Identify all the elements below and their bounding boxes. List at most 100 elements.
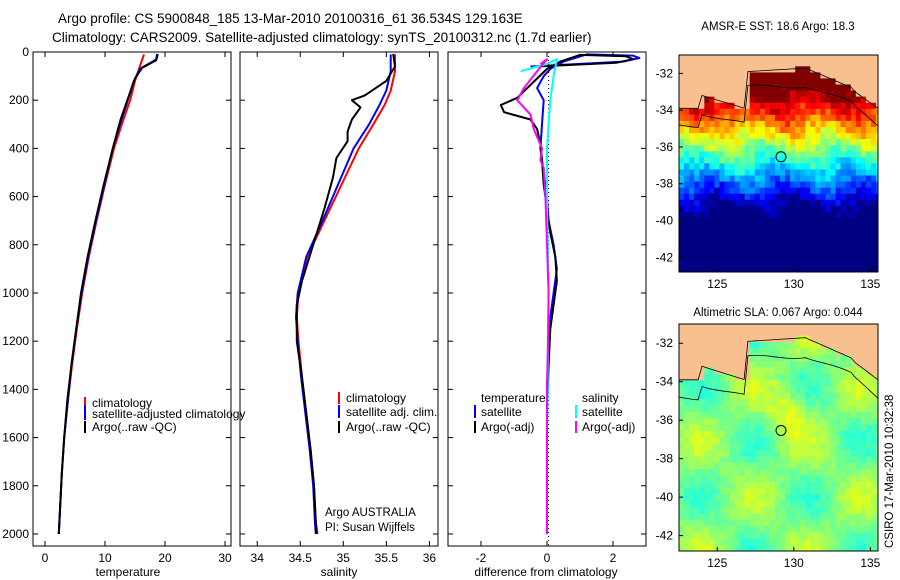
map-cell xyxy=(780,493,786,501)
map-cell xyxy=(871,436,877,444)
map-cell xyxy=(694,500,700,508)
map-cell xyxy=(679,455,685,463)
map-cell xyxy=(775,525,781,533)
map-cell xyxy=(689,532,695,539)
map-cell xyxy=(749,83,756,91)
land-cell xyxy=(780,65,786,73)
map-cell xyxy=(719,424,726,431)
map-cell xyxy=(724,462,731,469)
map-cell xyxy=(709,132,715,140)
map-cell xyxy=(744,138,751,146)
map-cell xyxy=(719,468,726,476)
y-tick-label: 600 xyxy=(9,190,29,204)
map-cell xyxy=(830,96,837,103)
map-cell xyxy=(704,373,710,381)
map-cell xyxy=(845,411,852,419)
map-cell xyxy=(759,379,766,387)
map-cell xyxy=(739,392,746,400)
map-cell xyxy=(739,512,746,520)
map-cell xyxy=(810,181,816,188)
coastline xyxy=(679,67,878,109)
map-cell xyxy=(689,181,695,188)
map-cell xyxy=(810,417,816,425)
map-cell xyxy=(840,538,847,546)
map-cell xyxy=(815,126,822,134)
map-cell xyxy=(724,443,731,450)
map-cell xyxy=(724,217,731,225)
land-cell xyxy=(729,96,736,103)
map-cell xyxy=(820,83,827,91)
map-cell xyxy=(749,253,756,261)
land-cell xyxy=(709,347,715,355)
map-cell xyxy=(810,411,816,419)
map-cell xyxy=(840,500,847,508)
map-cell xyxy=(679,468,685,476)
map-cell xyxy=(699,544,705,551)
map-cell xyxy=(694,462,700,469)
map-cell xyxy=(769,71,776,79)
map-cell xyxy=(699,181,705,188)
map-cell xyxy=(810,156,816,164)
map-cell xyxy=(790,424,796,431)
land-cell xyxy=(865,71,872,79)
land-cell xyxy=(709,55,715,61)
land-cell xyxy=(724,328,731,336)
map-cell xyxy=(800,544,806,551)
map-cell xyxy=(749,474,756,482)
map-cell xyxy=(709,500,715,508)
map-cell xyxy=(810,217,816,225)
map-cell xyxy=(805,156,811,164)
land-cell xyxy=(694,71,700,79)
map-cell xyxy=(785,223,791,231)
map-cell xyxy=(719,150,726,158)
map-cell xyxy=(850,519,857,527)
map-cell xyxy=(744,487,751,495)
map-cell xyxy=(749,462,756,469)
map-cell xyxy=(805,449,811,457)
map-cell xyxy=(769,481,776,489)
map-cell xyxy=(820,265,827,272)
map-cell xyxy=(876,424,878,431)
map-cell xyxy=(855,449,862,457)
map-cell xyxy=(820,474,827,482)
map-cell xyxy=(835,532,842,539)
land-cell xyxy=(764,59,771,67)
map-cell xyxy=(850,462,857,469)
land-cell xyxy=(865,65,872,73)
map-cell xyxy=(840,424,847,431)
map-cell xyxy=(800,335,806,343)
map-cell xyxy=(714,241,721,249)
series-line-salinity-argo-adj xyxy=(516,58,550,534)
map-cell xyxy=(835,174,842,182)
land-cell xyxy=(840,335,847,343)
map-cell xyxy=(744,455,751,463)
map-cell xyxy=(805,379,811,387)
map-cell xyxy=(845,417,852,425)
map-cell xyxy=(734,398,741,406)
map-cell xyxy=(769,187,776,194)
map-cell xyxy=(734,424,741,431)
map-cell xyxy=(785,102,791,109)
land-cell xyxy=(699,341,705,349)
map-cell xyxy=(865,474,872,482)
map-cell xyxy=(719,223,726,231)
map-cell xyxy=(865,506,872,514)
map-cell xyxy=(704,392,710,400)
map-cell xyxy=(759,500,766,508)
map-cell xyxy=(764,241,771,249)
map-cell xyxy=(876,138,878,146)
x-tick-label: 34.5 xyxy=(289,551,313,565)
map-cell xyxy=(830,405,837,412)
map-cell xyxy=(724,398,731,406)
map-cell xyxy=(734,392,741,400)
map-cell xyxy=(759,373,766,381)
map-cell xyxy=(719,411,726,419)
map-cell xyxy=(759,468,766,476)
map-cell xyxy=(764,449,771,457)
map-cell xyxy=(876,398,878,406)
map-cell xyxy=(871,398,877,406)
map-cell xyxy=(820,506,827,514)
map-cell xyxy=(694,181,700,188)
map-cell xyxy=(749,506,756,514)
land-cell xyxy=(855,83,862,91)
